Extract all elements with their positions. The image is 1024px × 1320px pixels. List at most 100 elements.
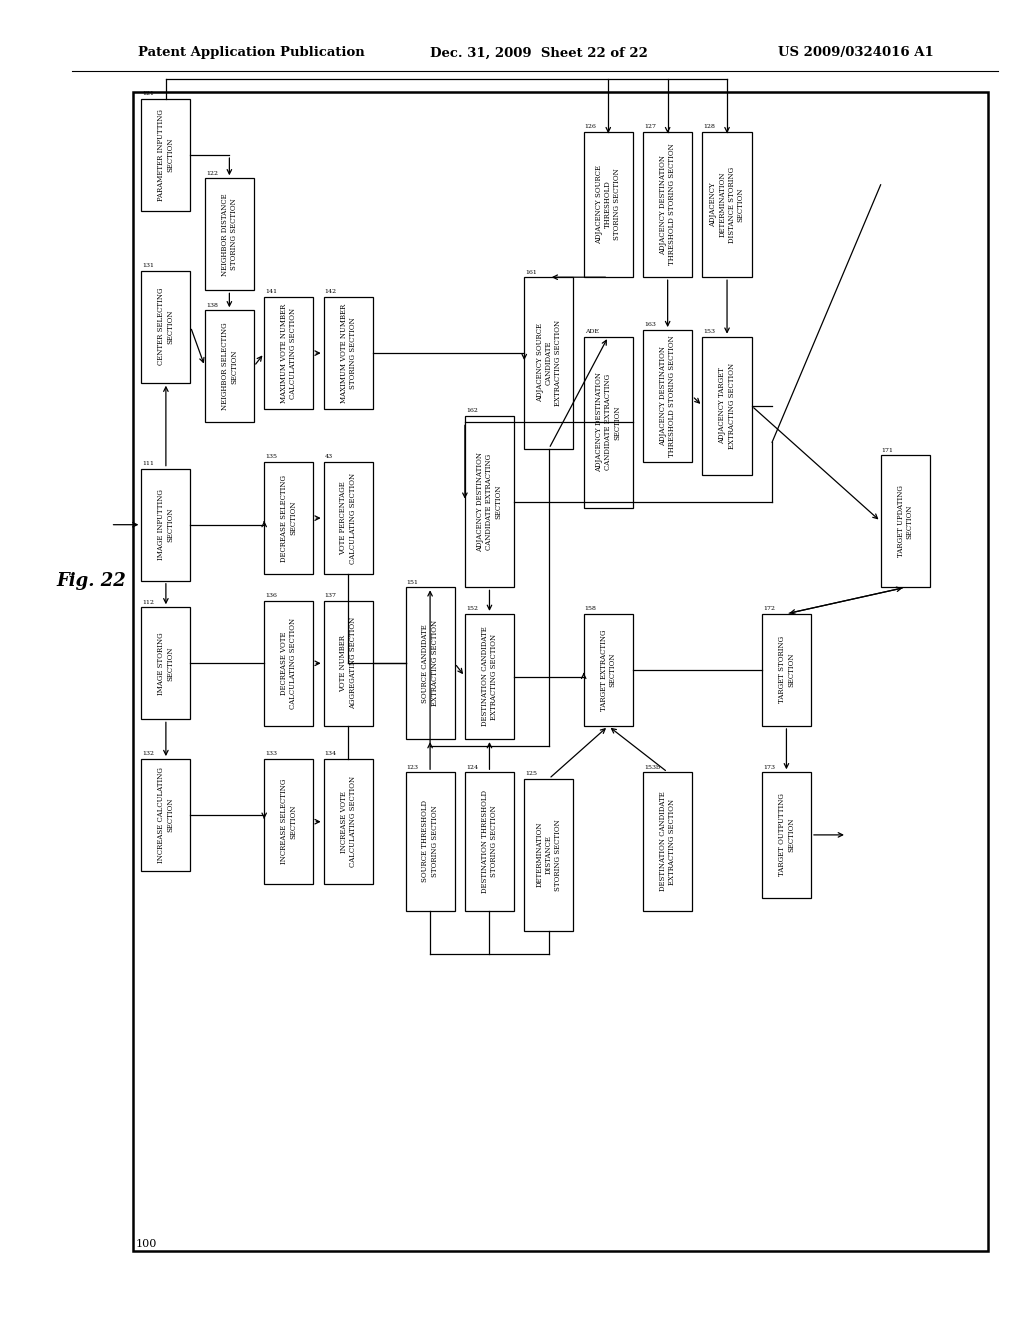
Text: TARGET UPDATING
SECTION: TARGET UPDATING SECTION [897, 486, 913, 557]
Bar [324, 462, 373, 574]
Text: 126: 126 [585, 124, 597, 129]
Bar [881, 455, 930, 587]
Text: 124: 124 [466, 764, 478, 770]
Text: DESTINATION CANDIDATE
EXTRACTING SECTION: DESTINATION CANDIDATE EXTRACTING SECTION [481, 627, 498, 726]
Text: ADJACENCY DESTINATION
CANDIDATE EXTRACTING
SECTION: ADJACENCY DESTINATION CANDIDATE EXTRACTI… [476, 451, 503, 552]
Text: 125: 125 [525, 771, 538, 776]
Bar [324, 759, 373, 884]
Text: 171: 171 [882, 447, 894, 453]
Text: CENTER SELECTING
SECTION: CENTER SELECTING SECTION [158, 288, 174, 366]
Text: INCREASE SELECTING
SECTION: INCREASE SELECTING SECTION [281, 779, 297, 865]
Bar [406, 772, 455, 911]
Text: DESTINATION THRESHOLD
STORING SECTION: DESTINATION THRESHOLD STORING SECTION [481, 789, 498, 894]
Bar [643, 772, 692, 911]
Bar [762, 614, 811, 726]
Text: 136: 136 [265, 593, 278, 598]
Bar [264, 462, 313, 574]
Text: PARAMETER INPUTTING
SECTION: PARAMETER INPUTTING SECTION [158, 110, 174, 201]
Text: DESTINATION CANDIDATE
EXTRACTING SECTION: DESTINATION CANDIDATE EXTRACTING SECTION [659, 792, 676, 891]
Text: NEIGHBOR DISTANCE
STORING SECTION: NEIGHBOR DISTANCE STORING SECTION [221, 193, 238, 276]
Text: 153b: 153b [644, 764, 660, 770]
Text: 152: 152 [466, 606, 478, 611]
Text: ADJACENCY SOURCE
CANDIDATE
EXTRACTING SECTION: ADJACENCY SOURCE CANDIDATE EXTRACTING SE… [536, 319, 562, 407]
Text: ADJACENCY TARGET
EXTRACTING SECTION: ADJACENCY TARGET EXTRACTING SECTION [719, 363, 735, 449]
Bar [584, 614, 633, 726]
Text: 111: 111 [142, 461, 155, 466]
Text: 173: 173 [763, 764, 775, 770]
Text: 127: 127 [644, 124, 656, 129]
Bar [264, 601, 313, 726]
Text: 172: 172 [763, 606, 775, 611]
Text: 158: 158 [585, 606, 597, 611]
Text: ADJACENCY DESTINATION
THRESHOLD STORING SECTION: ADJACENCY DESTINATION THRESHOLD STORING … [659, 335, 676, 457]
Text: 162: 162 [466, 408, 478, 413]
Text: 122: 122 [206, 170, 218, 176]
Bar [141, 607, 190, 719]
Text: 132: 132 [142, 751, 155, 756]
Bar [584, 337, 633, 508]
Text: MAXIMUM VOTE NUMBER
CALCULATING SECTION: MAXIMUM VOTE NUMBER CALCULATING SECTION [281, 304, 297, 403]
Text: VOTE NUMBER
AGGREGATING SECTION: VOTE NUMBER AGGREGATING SECTION [340, 618, 356, 709]
Text: US 2009/0324016 A1: US 2009/0324016 A1 [778, 46, 934, 59]
Text: NEIGHBOR SELECTING
SECTION: NEIGHBOR SELECTING SECTION [221, 322, 238, 411]
Text: TARGET OUTPUTTING
SECTION: TARGET OUTPUTTING SECTION [778, 793, 795, 876]
Text: INCREASE CALCULATING
SECTION: INCREASE CALCULATING SECTION [158, 767, 174, 863]
Bar [465, 614, 514, 739]
Bar [465, 772, 514, 911]
Bar [141, 469, 190, 581]
Bar [141, 759, 190, 871]
Text: IMAGE STORING
SECTION: IMAGE STORING SECTION [158, 632, 174, 694]
Bar [141, 99, 190, 211]
Text: MAXIMUM VOTE NUMBER
STORING SECTION: MAXIMUM VOTE NUMBER STORING SECTION [340, 304, 356, 403]
Text: 153: 153 [703, 329, 716, 334]
Text: SOURCE CANDIDATE
EXTRACTING SECTION: SOURCE CANDIDATE EXTRACTING SECTION [422, 620, 438, 706]
Text: IMAGE INPUTTING
SECTION: IMAGE INPUTTING SECTION [158, 490, 174, 560]
Bar [324, 601, 373, 726]
Text: ADJACENCY SOURCE
THRESHOLD
STORING SECTION: ADJACENCY SOURCE THRESHOLD STORING SECTI… [595, 165, 622, 244]
Text: TARGET EXTRACTING
SECTION: TARGET EXTRACTING SECTION [600, 630, 616, 710]
Text: VOTE PERCENTAGE
CALCULATING SECTION: VOTE PERCENTAGE CALCULATING SECTION [340, 473, 356, 564]
Text: 161: 161 [525, 269, 538, 275]
Text: ADJACENCY DESTINATION
THRESHOLD STORING SECTION: ADJACENCY DESTINATION THRESHOLD STORING … [659, 144, 676, 265]
Text: 131: 131 [142, 263, 155, 268]
Text: SOURCE THRESHOLD
STORING SECTION: SOURCE THRESHOLD STORING SECTION [422, 800, 438, 883]
Text: INCREASE VOTE
CALCULATING SECTION: INCREASE VOTE CALCULATING SECTION [340, 776, 356, 867]
Text: Patent Application Publication: Patent Application Publication [138, 46, 365, 59]
Text: Fig. 22: Fig. 22 [56, 572, 126, 590]
Text: ADE: ADE [585, 329, 599, 334]
Text: 128: 128 [703, 124, 716, 129]
Bar [584, 132, 633, 277]
Text: 123: 123 [407, 764, 419, 770]
Text: DECREASE VOTE
CALCULATING SECTION: DECREASE VOTE CALCULATING SECTION [281, 618, 297, 709]
Text: ADJACENCY
DETERMINATION
DISTANCE STORING
SECTION: ADJACENCY DETERMINATION DISTANCE STORING… [710, 166, 744, 243]
Text: ADJACENCY DESTINATION
CANDIDATE EXTRACTING
SECTION: ADJACENCY DESTINATION CANDIDATE EXTRACTI… [595, 372, 622, 473]
Bar [524, 779, 573, 931]
Bar [264, 759, 313, 884]
Text: Dec. 31, 2009  Sheet 22 of 22: Dec. 31, 2009 Sheet 22 of 22 [430, 46, 648, 59]
Text: 151: 151 [407, 579, 419, 585]
Text: 135: 135 [265, 454, 278, 459]
Text: 43: 43 [325, 454, 333, 459]
Text: 121: 121 [142, 91, 155, 96]
Bar [205, 178, 254, 290]
Bar [406, 587, 455, 739]
Text: DETERMINATION
DISTANCE
STORING SECTION: DETERMINATION DISTANCE STORING SECTION [536, 818, 562, 891]
Text: 141: 141 [265, 289, 278, 294]
Bar [133, 92, 988, 1251]
Bar [264, 297, 313, 409]
Bar [702, 132, 752, 277]
Bar [524, 277, 573, 449]
Text: TARGET STORING
SECTION: TARGET STORING SECTION [778, 636, 795, 704]
Text: DECREASE SELECTING
SECTION: DECREASE SELECTING SECTION [281, 475, 297, 561]
Text: 134: 134 [325, 751, 337, 756]
Bar [205, 310, 254, 422]
Bar [141, 271, 190, 383]
Bar [702, 337, 752, 475]
Bar [762, 772, 811, 898]
Text: 138: 138 [206, 302, 218, 308]
Text: 163: 163 [644, 322, 656, 327]
Text: 133: 133 [265, 751, 278, 756]
Bar [324, 297, 373, 409]
Text: 142: 142 [325, 289, 337, 294]
Text: 112: 112 [142, 599, 155, 605]
